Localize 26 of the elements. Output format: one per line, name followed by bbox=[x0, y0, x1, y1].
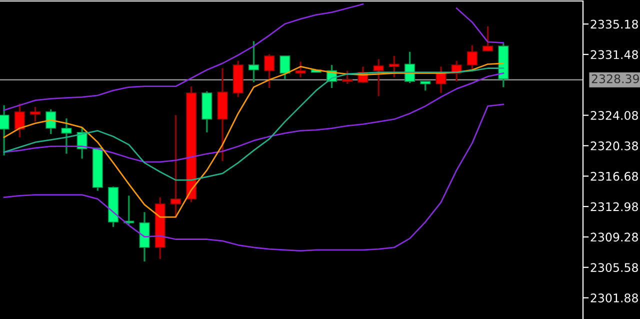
candlestick bbox=[248, 40, 259, 84]
line-series bbox=[3, 104, 504, 252]
y-tick-label: 2312.98 bbox=[590, 202, 638, 212]
y-tick-label: 2335.18 bbox=[590, 20, 638, 29]
candlestick bbox=[14, 102, 25, 138]
candlestick bbox=[30, 106, 41, 123]
candlestick bbox=[170, 114, 181, 219]
candlestick bbox=[342, 70, 353, 85]
candlestick bbox=[0, 104, 10, 156]
candlestick bbox=[280, 55, 290, 80]
y-tick-label: 2320.38 bbox=[590, 141, 638, 150]
y-tick-label: 2305.58 bbox=[590, 263, 638, 272]
ref-line-label: 2328.39 bbox=[592, 74, 639, 84]
candlestick bbox=[420, 80, 431, 92]
y-tick-label: 2301.88 bbox=[590, 294, 638, 302]
candlestick bbox=[295, 60, 306, 78]
candlestick bbox=[61, 118, 72, 155]
y-tick-label: 2331.48 bbox=[590, 50, 638, 60]
candlestick bbox=[264, 53, 275, 89]
y-tick-label: 2309.28 bbox=[590, 232, 638, 242]
y-tick-label: 2324.08 bbox=[590, 111, 638, 120]
candlestick bbox=[482, 25, 494, 52]
candlestick bbox=[466, 44, 478, 70]
candlestick bbox=[373, 58, 384, 98]
candlestick bbox=[388, 55, 400, 78]
y-tick-label: 2316.68 bbox=[590, 172, 638, 181]
